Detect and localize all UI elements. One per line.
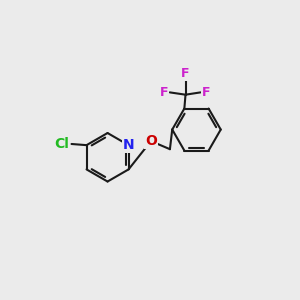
Text: Cl: Cl	[54, 137, 69, 151]
Text: N: N	[123, 138, 135, 152]
Text: F: F	[160, 86, 168, 99]
Text: F: F	[181, 67, 190, 80]
Text: O: O	[145, 134, 157, 148]
Text: F: F	[202, 86, 210, 99]
